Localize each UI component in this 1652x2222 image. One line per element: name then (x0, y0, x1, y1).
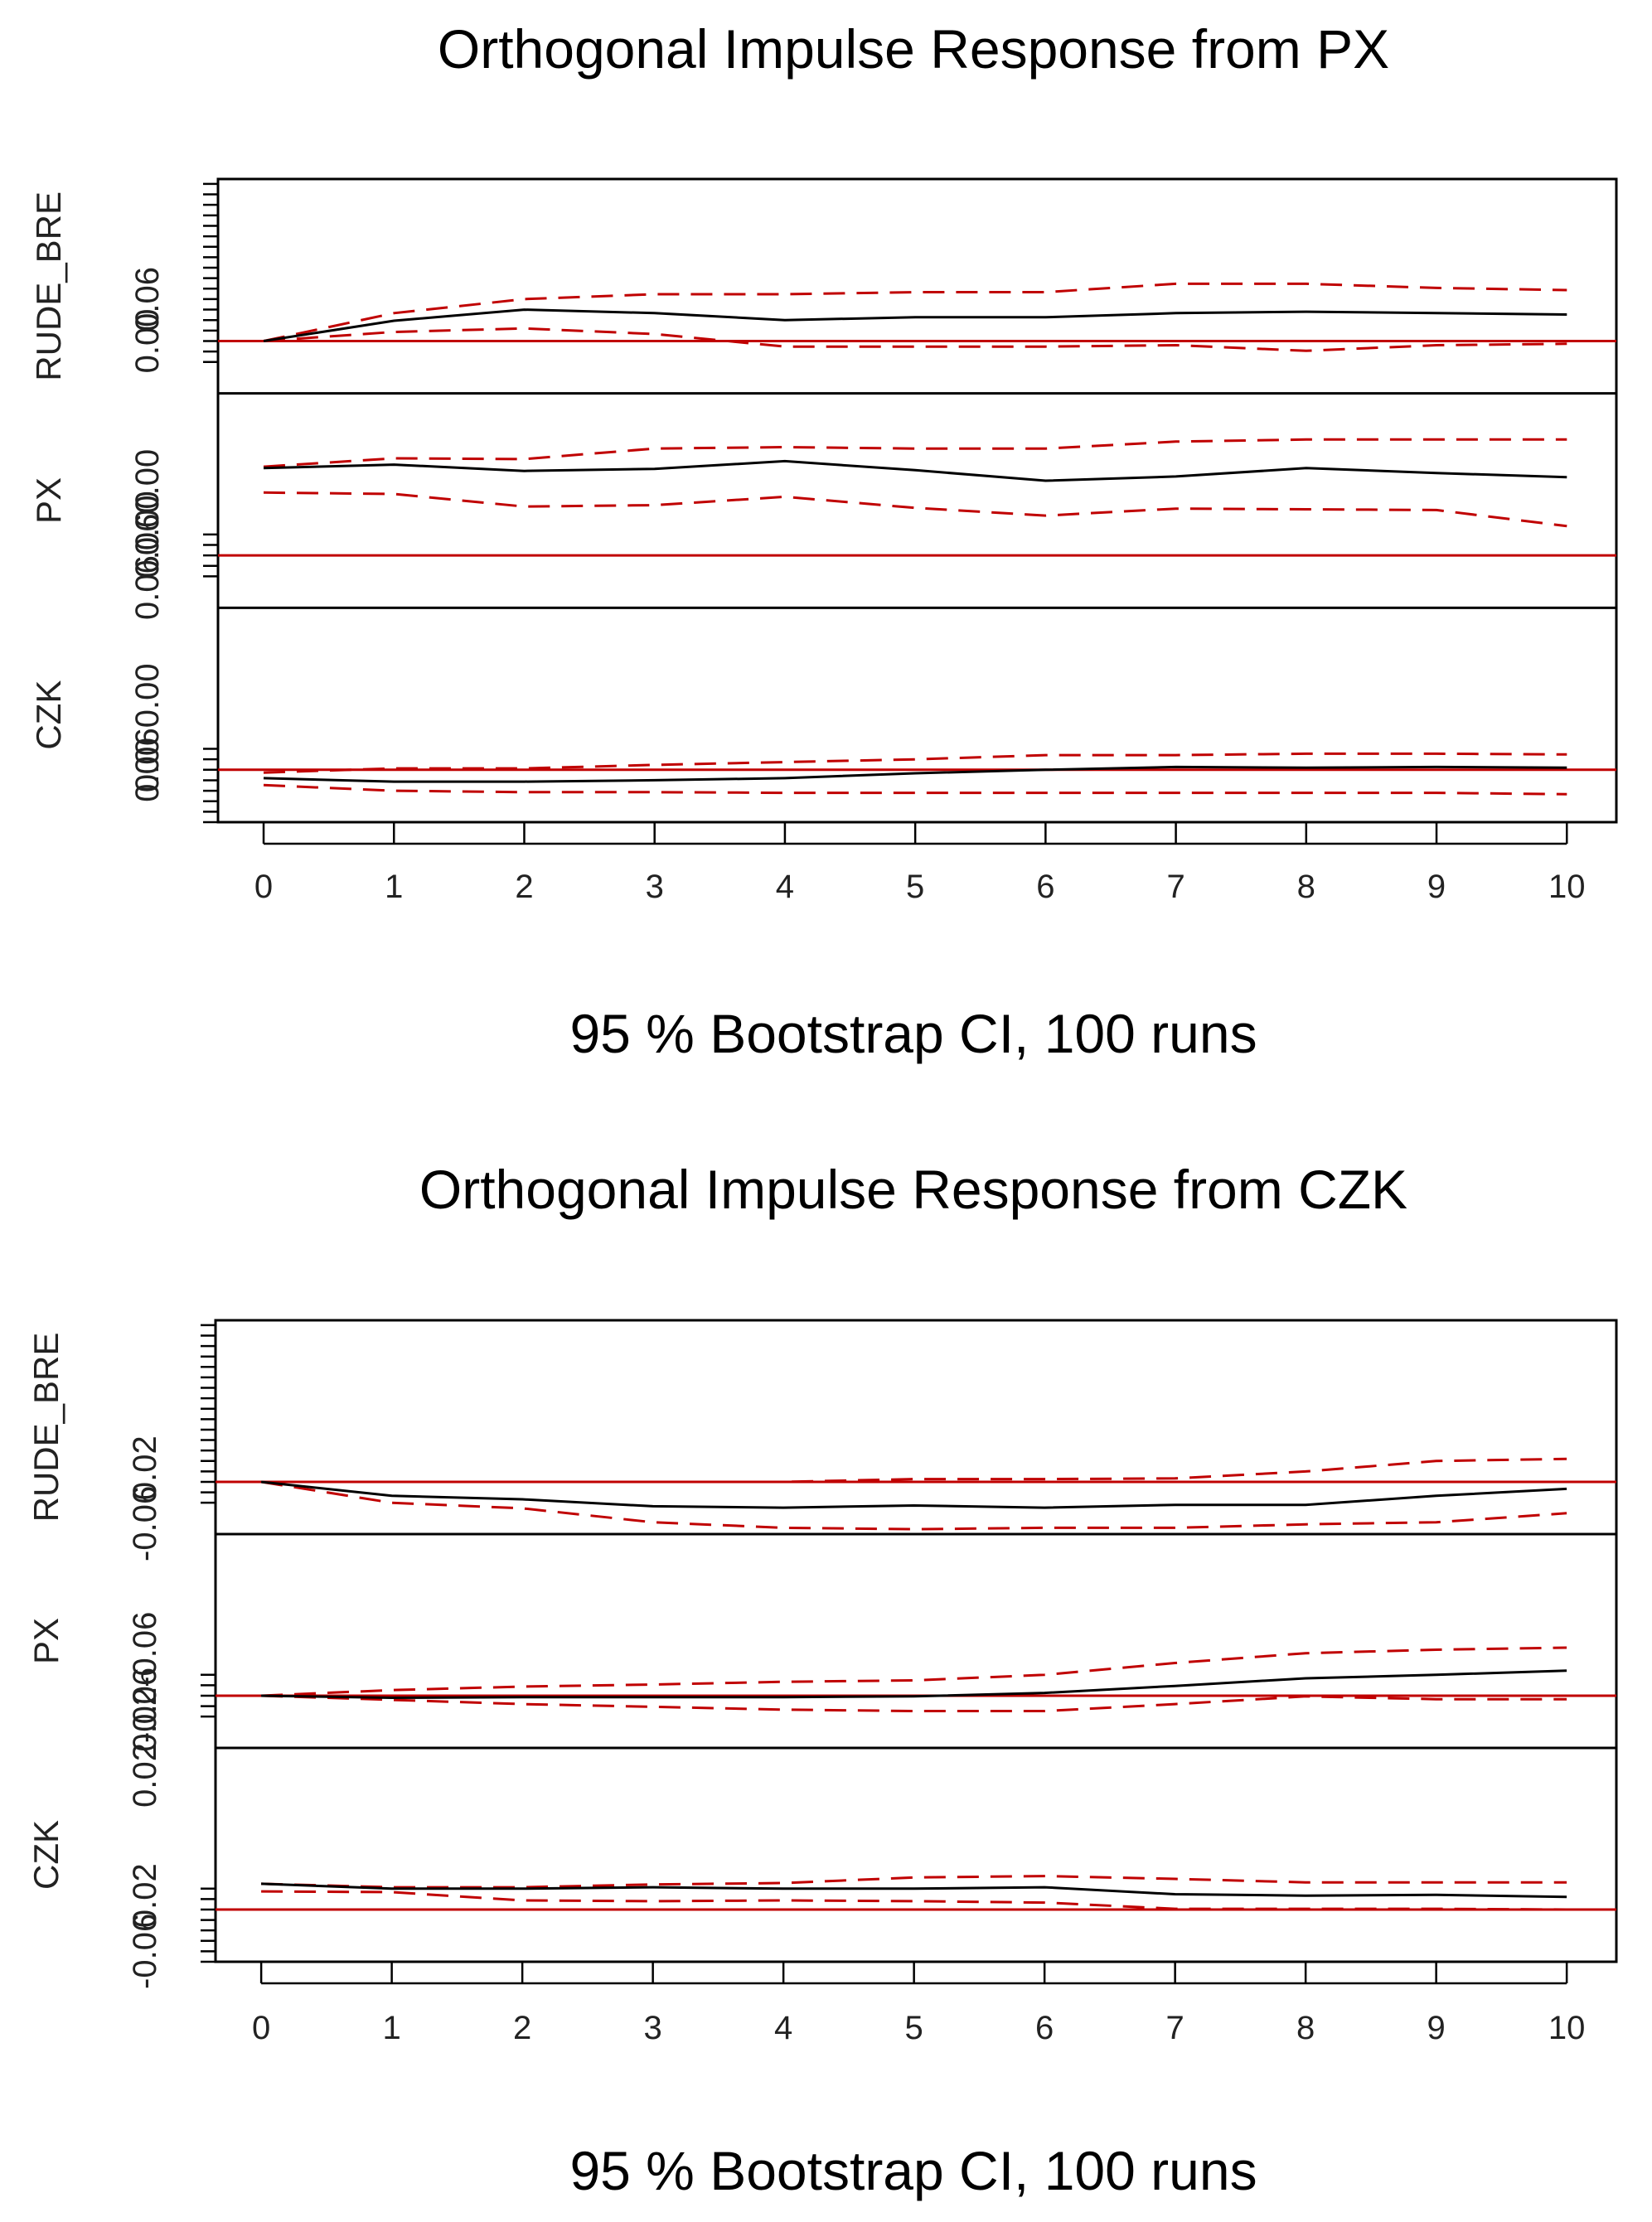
x-tick-label: 7 (1166, 869, 1184, 905)
chart-title: Orthogonal Impulse Response from CZK (419, 1159, 1407, 1220)
ci-lower-line (261, 1694, 1567, 1712)
panel-label: RUDE_BRE (27, 1333, 65, 1522)
x-tick-label: 3 (644, 2010, 662, 2046)
x-tick-label: 10 (1548, 869, 1586, 905)
x-tick-label: 4 (776, 869, 794, 905)
panel-px (218, 438, 1616, 557)
x-tick-label: 0 (252, 2010, 270, 2046)
panel-czk (216, 1875, 1616, 1911)
x-tick-label: 2 (513, 2010, 531, 2046)
x-tick-label: 0 (254, 869, 273, 905)
panel-label: CZK (27, 1820, 65, 1890)
x-tick-label: 9 (1427, 869, 1446, 905)
x-tick-label: 8 (1296, 2010, 1315, 2046)
response-line (261, 1669, 1567, 1700)
x-tick-label: 5 (905, 2010, 923, 2046)
x-tick-label: 2 (515, 869, 533, 905)
x-tick-label: 4 (774, 2010, 792, 2046)
y-tick-label: 0.02 (127, 1863, 163, 1928)
response-line (261, 1882, 1567, 1899)
x-tick-label: 10 (1548, 2010, 1586, 2046)
y-tick-label: 0.02 (127, 1435, 163, 1500)
x-tick-label: 1 (383, 2010, 401, 2046)
panel-label: PX (27, 1618, 65, 1664)
chart-impulse-czk: Orthogonal Impulse Response from CZK 0.0… (27, 1159, 1618, 2201)
y-tick-label: 0.060.00 (129, 449, 166, 578)
y-tick-label: -0.06 (127, 1914, 163, 1989)
x-tick-label: 9 (1427, 2010, 1446, 2046)
y-tick-label: 0.06 (129, 267, 166, 332)
x-tick-label: 1 (385, 869, 403, 905)
response-line (263, 308, 1567, 342)
y-tick-label: -0.06 (127, 1486, 163, 1561)
ci-upper-line (261, 1457, 1567, 1484)
plot-frame (216, 177, 1618, 824)
response-line (260, 1480, 1567, 1509)
x-axis-label: 95 % Bootstrap CI, 100 runs (569, 2140, 1257, 2201)
ci-lower-line (263, 327, 1567, 352)
y-tick-label: 0.02-0.06 (127, 1612, 163, 1752)
x-tick-label: 6 (1035, 2010, 1054, 2046)
panel-crude-brent (218, 282, 1616, 352)
plot-frame (214, 1319, 1618, 1963)
chart-impulse-px: Orthogonal Impulse Response from PX 0.06… (29, 18, 1618, 1064)
panel-label: CZK (29, 680, 68, 750)
response-line (263, 765, 1567, 783)
plot-area: 0.02-0.060.02-0.060.02-0.060.02-0.06RUDE… (27, 1319, 1618, 2046)
x-tick-label: 7 (1166, 2010, 1184, 2046)
y-tick-label: 0.00 (129, 309, 166, 374)
y-tick-label: 0.02-0.06 (127, 1668, 163, 1808)
panel-label: RUDE_BRE (29, 191, 68, 381)
ci-lower-line (260, 1480, 1567, 1531)
chart-title: Orthogonal Impulse Response from PX (438, 18, 1389, 80)
panel-px (216, 1646, 1616, 1712)
ci-upper-line (261, 1875, 1567, 1889)
panel-label: PX (29, 477, 68, 524)
x-axis-label: 95 % Bootstrap CI, 100 runs (569, 1003, 1257, 1064)
x-tick-label: 5 (906, 869, 924, 905)
response-line (263, 459, 1567, 482)
panel-czk (218, 752, 1616, 796)
panel-crude-brent (216, 1457, 1616, 1531)
y-tick-label: 0.060.00 (129, 663, 166, 792)
ci-upper-line (263, 752, 1567, 774)
y-tick-label: 0.060.00 (129, 491, 166, 620)
plot-area: 0.060.000.060.000.060.000.060.000.00RUDE… (29, 177, 1618, 905)
x-tick-label: 6 (1036, 869, 1054, 905)
ci-lower-line (263, 491, 1567, 528)
x-tick-label: 8 (1297, 869, 1315, 905)
y-tick-label: 0.00 (129, 738, 166, 802)
x-tick-label: 3 (646, 869, 664, 905)
ci-upper-line (263, 438, 1567, 468)
ci-lower-line (261, 1890, 1567, 1911)
ci-lower-line (263, 783, 1567, 796)
ci-upper-line (261, 1646, 1567, 1697)
